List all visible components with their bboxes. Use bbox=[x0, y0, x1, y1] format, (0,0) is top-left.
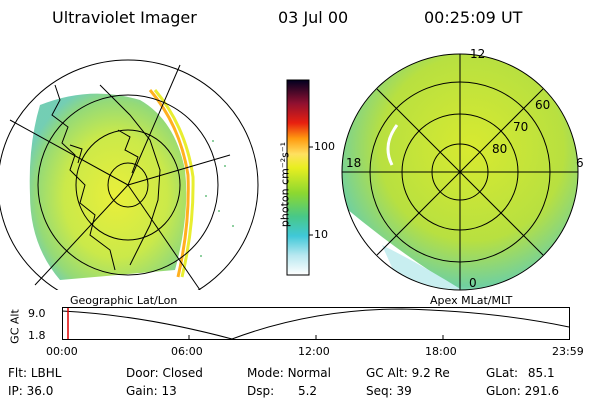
colorbar-tick-10: 10 bbox=[314, 228, 328, 241]
colorbar bbox=[286, 79, 313, 276]
time-tick-2359: 23:59 bbox=[552, 345, 584, 358]
info-filter: Flt: LBHL bbox=[8, 366, 61, 380]
alt-tick-high: 9.0 bbox=[28, 307, 46, 320]
colorbar-tick-100: 100 bbox=[314, 140, 335, 153]
info-mode: Mode: Normal bbox=[247, 366, 331, 380]
info-dsp: Dsp: 5.2 bbox=[247, 384, 317, 398]
info-label: Gain: bbox=[126, 384, 158, 398]
info-label: IP: bbox=[8, 384, 23, 398]
info-door: Door: Closed bbox=[126, 366, 203, 380]
altitude-timeline bbox=[61, 307, 570, 340]
time-tick-1200: 12:00 bbox=[298, 345, 330, 358]
mlat-label-80: 80 bbox=[492, 142, 508, 156]
info-value: Closed bbox=[162, 366, 203, 380]
mlt-label-12: 12 bbox=[470, 47, 486, 61]
info-label: GLat: bbox=[486, 366, 519, 380]
info-value: LBHL bbox=[30, 366, 62, 380]
colorbar-unit-label: photon cm⁻²s⁻¹ bbox=[278, 141, 292, 228]
apex-label: Apex MLat/MLT bbox=[430, 294, 513, 307]
info-label: Seq: bbox=[366, 384, 393, 398]
instrument-title: Ultraviolet Imager bbox=[52, 8, 197, 27]
info-value: 9.2 Re bbox=[411, 366, 450, 380]
info-value: Normal bbox=[287, 366, 331, 380]
mlat-label-60: 60 bbox=[535, 98, 551, 112]
info-label: Door: bbox=[126, 366, 159, 380]
info-value: 13 bbox=[161, 384, 177, 398]
info-value: 36.0 bbox=[26, 384, 54, 398]
info-value: 291.6 bbox=[524, 384, 559, 398]
geographic-image bbox=[0, 59, 259, 290]
info-label: Mode: bbox=[247, 366, 284, 380]
time-tick-1800: 18:00 bbox=[425, 345, 457, 358]
info-glat: GLat: 85.1 bbox=[486, 366, 555, 380]
info-label: Dsp: bbox=[247, 384, 275, 398]
info-label: GLon: bbox=[486, 384, 521, 398]
alt-tick-low: 1.8 bbox=[28, 329, 46, 342]
info-value: 5.2 bbox=[297, 384, 318, 398]
time-tick-0000: 00:00 bbox=[46, 345, 78, 358]
mlt-label-18: 18 bbox=[346, 156, 362, 170]
info-ip: IP: 36.0 bbox=[8, 384, 53, 398]
info-seq: Seq: 39 bbox=[366, 384, 412, 398]
date-label: 03 Jul 00 bbox=[278, 8, 349, 27]
time-tick-0600: 06:00 bbox=[171, 345, 203, 358]
mlt-label-6: 6 bbox=[576, 156, 584, 170]
info-label: Flt: bbox=[8, 366, 27, 380]
time-label: 00:25:09 UT bbox=[424, 8, 523, 27]
polar-plot bbox=[341, 53, 579, 291]
info-gain: Gain: 13 bbox=[126, 384, 177, 398]
info-value: 39 bbox=[396, 384, 412, 398]
mlat-label-70: 70 bbox=[513, 120, 529, 134]
info-label: GC Alt: bbox=[366, 366, 408, 380]
info-gc-alt: GC Alt: 9.2 Re bbox=[366, 366, 450, 380]
geographic-label: Geographic Lat/Lon bbox=[70, 294, 178, 307]
gc-alt-axis-label: GC Alt bbox=[8, 309, 22, 344]
info-value: 85.1 bbox=[527, 366, 555, 380]
info-glon: GLon: 291.6 bbox=[486, 384, 559, 398]
mlt-label-0: 0 bbox=[469, 276, 477, 290]
